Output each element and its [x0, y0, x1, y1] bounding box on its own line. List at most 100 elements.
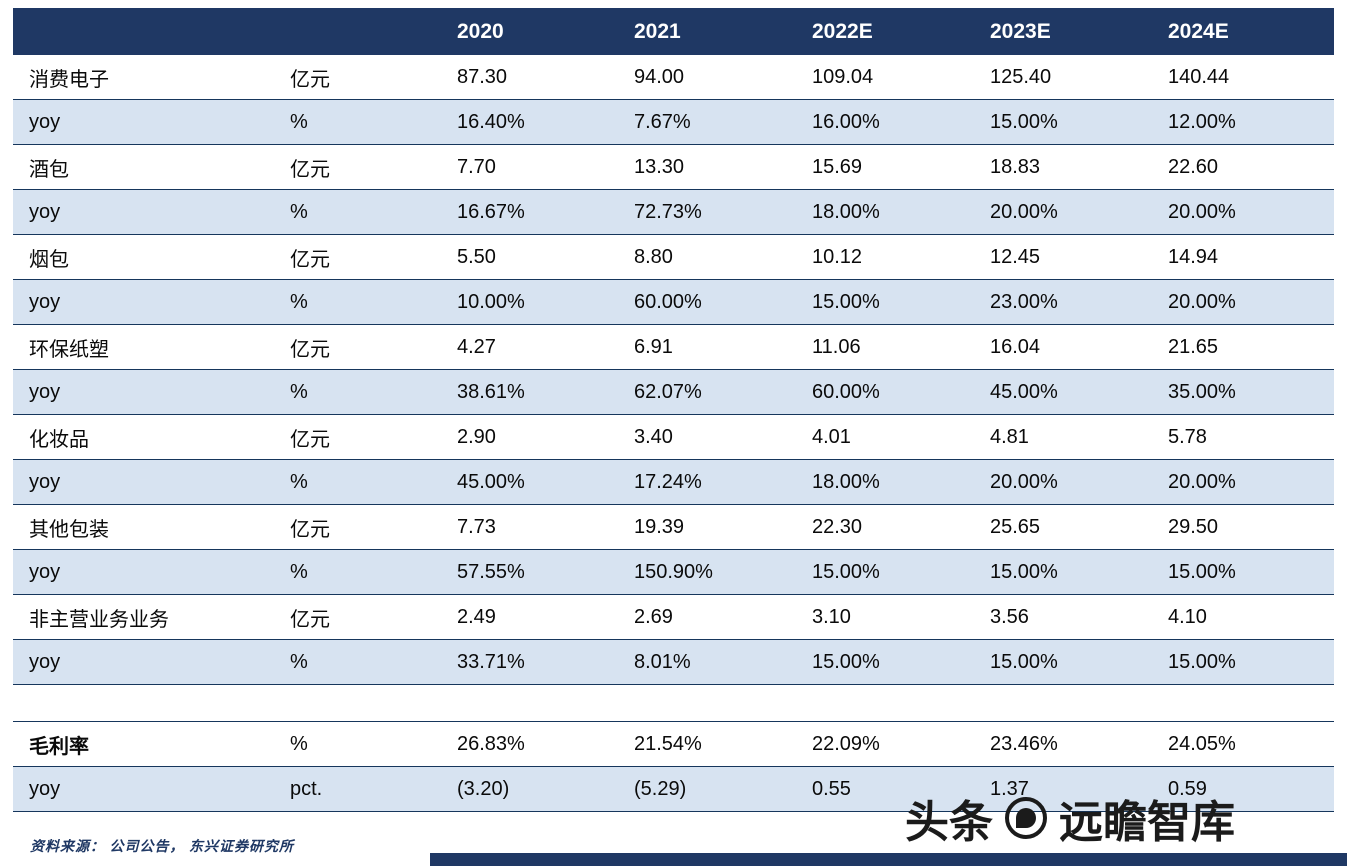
row-unit: %: [278, 369, 445, 415]
table-row: 酒包 亿元 7.70 13.30 15.69 18.83 22.60: [13, 144, 1334, 190]
table-row: 化妆品 亿元 2.90 3.40 4.01 4.81 5.78: [13, 414, 1334, 460]
header-year-2021: 2021: [622, 8, 800, 55]
row-label: yoy: [13, 189, 278, 235]
table-row: yoy% 10.00% 60.00% 15.00% 23.00% 20.00%: [13, 279, 1334, 325]
cell-value: 62.07%: [622, 369, 800, 415]
table-body: 消费电子 亿元 87.30 94.00 109.04 125.40 140.44 yoy% 16…: [13, 55, 1334, 812]
cell-value: 21.54%: [622, 721, 800, 767]
row-label: 非主营业务业务: [13, 594, 278, 640]
cell-value: 4.81: [978, 414, 1156, 460]
spacer-row: [13, 684, 1334, 722]
cell-value: 6.91: [622, 324, 800, 370]
cell-value: 15.00%: [800, 279, 978, 325]
cell-value: 5.50: [445, 234, 622, 280]
table-row: 其他包装 亿元 7.73 19.39 22.30 25.65 29.50: [13, 504, 1334, 550]
cell-value: 23.00%: [978, 279, 1156, 325]
row-unit: %: [278, 721, 445, 767]
table-row: yoy pct. (3.20) (5.29) 0.55 1.37 0.59: [13, 766, 1334, 812]
cell-value: 45.00%: [445, 459, 622, 505]
cell-value: 15.00%: [978, 99, 1156, 145]
cell-value: 19.39: [622, 504, 800, 550]
row-unit: 亿元: [278, 324, 445, 370]
row-label: yoy: [13, 639, 278, 685]
row-unit: 亿元: [278, 234, 445, 280]
row-unit: pct.: [278, 766, 445, 812]
cell-value: 20.00%: [1156, 279, 1334, 325]
table-row: yoy% 57.55% 150.90% 15.00% 15.00% 15.00%: [13, 549, 1334, 595]
row-label: yoy: [13, 549, 278, 595]
cell-value: 18.83: [978, 144, 1156, 190]
cell-value: 2.90: [445, 414, 622, 460]
cell-value: 38.61%: [445, 369, 622, 415]
cell-value: 72.73%: [622, 189, 800, 235]
cell-value: 25.65: [978, 504, 1156, 550]
watermark-name: 远瞻智库: [1059, 798, 1235, 847]
table-row: 环保纸塑 亿元 4.27 6.91 11.06 16.04 21.65: [13, 324, 1334, 370]
table-row: yoy% 45.00% 17.24% 18.00% 20.00% 20.00%: [13, 459, 1334, 505]
cell-value: 125.40: [978, 55, 1156, 100]
cell-value: 35.00%: [1156, 369, 1334, 415]
row-label: 烟包: [13, 234, 278, 280]
cell-value: 2.69: [622, 594, 800, 640]
cell-value: 94.00: [622, 55, 800, 100]
header-year-2022e: 2022E: [800, 8, 978, 55]
header-unit-col: [278, 8, 445, 55]
cell-value: 16.04: [978, 324, 1156, 370]
cell-value: 29.50: [1156, 504, 1334, 550]
cell-value: 20.00%: [978, 189, 1156, 235]
row-label: yoy: [13, 369, 278, 415]
cell-value: 15.00%: [978, 639, 1156, 685]
cell-value: 16.67%: [445, 189, 622, 235]
cell-value: 4.10: [1156, 594, 1334, 640]
row-label: 酒包: [13, 144, 278, 190]
cell-value: 5.78: [1156, 414, 1334, 460]
cell-value: 21.65: [1156, 324, 1334, 370]
cell-value: 3.10: [800, 594, 978, 640]
yuanzhan-logo-icon: [1005, 797, 1047, 839]
cell-value: 16.40%: [445, 99, 622, 145]
cell-value: 15.00%: [800, 549, 978, 595]
row-label: 其他包装: [13, 504, 278, 550]
row-unit: %: [278, 189, 445, 235]
row-unit: %: [278, 639, 445, 685]
cell-value: 15.00%: [1156, 549, 1334, 595]
row-label: yoy: [13, 766, 278, 812]
header-year-2023e: 2023E: [978, 8, 1156, 55]
cell-value: 18.00%: [800, 189, 978, 235]
table-row: 烟包 亿元 5.50 8.80 10.12 12.45 14.94: [13, 234, 1334, 280]
table-row: 消费电子 亿元 87.30 94.00 109.04 125.40 140.44: [13, 55, 1334, 100]
header-year-2020: 2020: [445, 8, 622, 55]
cell-value: 150.90%: [622, 549, 800, 595]
cell-value: 140.44: [1156, 55, 1334, 100]
cell-value: 4.01: [800, 414, 978, 460]
cell-value: 12.45: [978, 234, 1156, 280]
cell-value: 45.00%: [978, 369, 1156, 415]
cell-value: (3.20): [445, 766, 622, 812]
cell-value: 23.46%: [978, 721, 1156, 767]
cell-value: 20.00%: [978, 459, 1156, 505]
table-row: 毛利率% 26.83% 21.54% 22.09% 23.46% 24.05%: [13, 721, 1334, 767]
header-label-col: [13, 8, 278, 55]
row-label: yoy: [13, 459, 278, 505]
cell-value: 8.01%: [622, 639, 800, 685]
bottom-navy-bar: [430, 853, 1347, 866]
row-unit: %: [278, 549, 445, 595]
cell-value: 17.24%: [622, 459, 800, 505]
cell-value: 24.05%: [1156, 721, 1334, 767]
financial-table-wrap: 2020 2021 2022E 2023E 2024E 消费电子 亿元 87.30 9…: [13, 8, 1334, 812]
cell-value: 0.59: [1156, 766, 1334, 812]
cell-value: 22.60: [1156, 144, 1334, 190]
row-label: 消费电子: [13, 55, 278, 100]
cell-value: 20.00%: [1156, 459, 1334, 505]
table-row: 非主营业务业务 亿元 2.49 2.69 3.10 3.56 4.10: [13, 594, 1334, 640]
cell-value: 10.12: [800, 234, 978, 280]
cell-value: 3.40: [622, 414, 800, 460]
table-row: yoy% 16.40% 7.67% 16.00% 15.00% 12.00%: [13, 99, 1334, 145]
cell-value: 1.37: [978, 766, 1156, 812]
row-label: yoy: [13, 99, 278, 145]
table-header-row: 2020 2021 2022E 2023E 2024E: [13, 8, 1334, 55]
cell-value: 13.30: [622, 144, 800, 190]
cell-value: 12.00%: [1156, 99, 1334, 145]
row-label: 化妆品: [13, 414, 278, 460]
table-row: yoy% 16.67% 72.73% 18.00% 20.00% 20.00%: [13, 189, 1334, 235]
